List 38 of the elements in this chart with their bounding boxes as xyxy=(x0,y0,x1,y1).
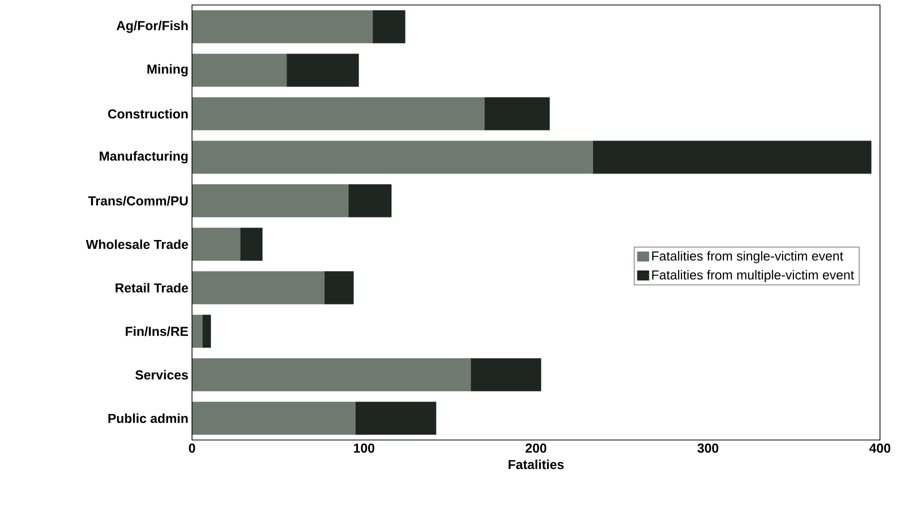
bar xyxy=(324,271,354,304)
x-tick-label: 0 xyxy=(188,444,196,453)
y-tick-label: Public admin xyxy=(108,413,188,424)
x-tick-label: 400 xyxy=(869,444,890,453)
bar xyxy=(240,228,263,261)
bar xyxy=(192,54,287,87)
y-tick-label: Construction xyxy=(108,108,188,119)
bar xyxy=(192,358,471,392)
bar xyxy=(192,314,202,348)
y-tick-label: Retail Trade xyxy=(116,282,188,293)
y-tick-label: Mining xyxy=(147,64,188,76)
bar xyxy=(192,184,349,218)
bar xyxy=(192,97,484,130)
x-tick-label: 200 xyxy=(526,444,546,453)
x-tick-label: 300 xyxy=(697,444,718,453)
y-tick-label: Wholesale Trade xyxy=(86,239,188,250)
legend-label: Fatalities from multiple-victim event xyxy=(652,270,854,282)
bar xyxy=(592,140,872,174)
bar xyxy=(202,314,211,348)
x-axis-title: Fatalities xyxy=(508,460,564,470)
bar xyxy=(286,54,359,87)
bar xyxy=(355,402,436,435)
bar xyxy=(192,228,240,261)
y-tick-label: Fin/Ins/RE xyxy=(126,326,188,336)
bar xyxy=(372,10,406,44)
bar xyxy=(192,271,324,304)
bar xyxy=(192,140,593,174)
bar xyxy=(192,10,373,44)
y-tick-label: Ag/For/Fish xyxy=(116,20,188,33)
y-tick-label: Trans/Comm/PU xyxy=(88,196,188,206)
bar xyxy=(484,97,550,130)
y-tick-label: Services xyxy=(135,370,188,380)
legend-label: Fatalities from single-victim event xyxy=(652,251,844,264)
x-tick-label: 100 xyxy=(354,444,374,453)
bar xyxy=(192,402,356,435)
bar xyxy=(470,358,542,392)
y-tick-label: Manufacturing xyxy=(100,151,188,164)
bar xyxy=(348,184,392,218)
